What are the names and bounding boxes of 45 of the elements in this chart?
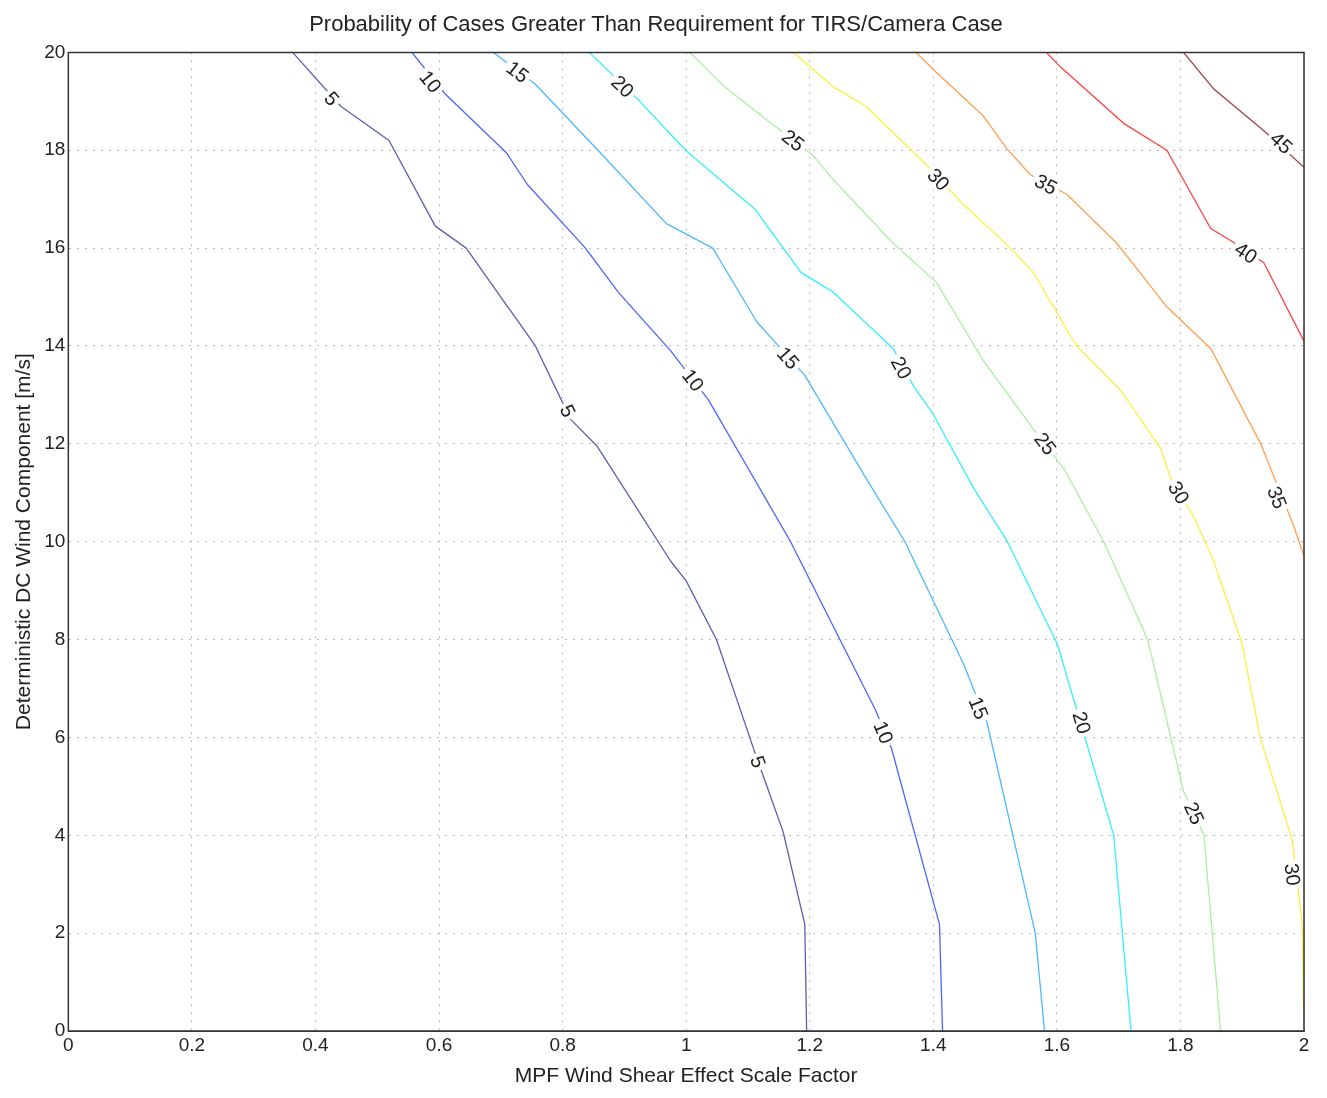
annotation: 25 [1030,428,1062,460]
annotation: 30 [1163,477,1195,508]
x-tick-label: 1.2 [796,1033,823,1055]
x-tick-label: 0.8 [549,1033,576,1055]
y-tick-label: 14 [44,334,66,356]
annotation: 20 [886,352,917,383]
y-tick-label: 12 [44,432,66,454]
annotation: 25 [1179,798,1210,828]
x-axis-title: MPF Wind Shear Effect Scale Factor [514,1063,858,1087]
annotation: 30 [1280,862,1305,887]
annotation: 10 [677,364,709,396]
x-tick-label: 0.6 [425,1033,453,1055]
x-tick-label: 1.6 [1043,1033,1071,1055]
annotation: 5 [555,401,581,421]
x-tick-label: 1.8 [1167,1033,1194,1055]
x-tick-label: 1 [680,1033,692,1055]
annotation: 25 [777,124,809,156]
y-tick-label: 16 [44,236,66,258]
annotation: 35 [1030,169,1061,200]
y-tick-label: 4 [54,823,66,845]
annotation: 5 [746,752,771,771]
annotation: 45 [1265,126,1298,159]
annotation: 15 [772,342,805,374]
x-tick-label: 0.4 [302,1033,330,1055]
x-tick-label: 0.2 [178,1033,206,1055]
annotation: 40 [1230,237,1262,268]
y-tick-label: 18 [44,138,66,160]
y-tick-label: 10 [44,529,66,551]
annotation: 20 [1068,708,1096,737]
annotation: 15 [502,56,534,88]
y-tick-label: 20 [44,40,66,62]
annotation: 15 [964,693,994,723]
y-tick-label: 8 [54,627,66,649]
annotation: 30 [922,163,955,195]
x-tick-label: 2 [1298,1033,1310,1055]
x-tick-label: 1.4 [920,1033,947,1055]
annotation: 10 [415,65,447,98]
y-tick-label: 2 [54,921,66,943]
annotation: 35 [1262,483,1292,512]
y-axis-title: Deterministic DC Wind Component [m/s] [11,353,35,731]
annotation: 10 [869,717,899,747]
annotation: 20 [607,70,639,102]
chart-title: Probability of Cases Greater Than Requirement for TIRS/Camera Case [309,11,1003,37]
annotation: 5 [319,87,344,111]
y-tick-label: 6 [54,725,66,747]
